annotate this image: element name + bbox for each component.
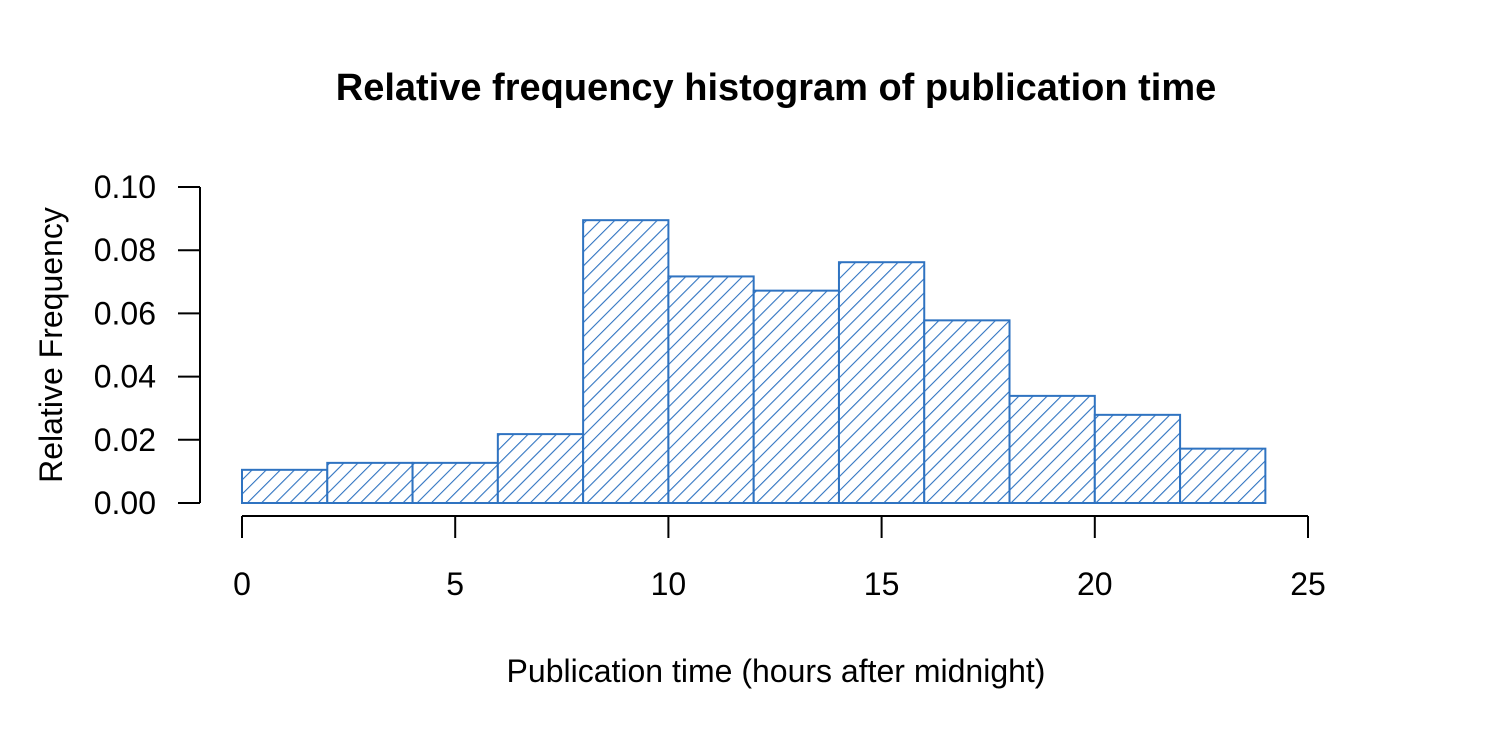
x-tick-label: 20 (1077, 566, 1113, 602)
histogram-bar (1179, 447, 1267, 505)
histogram-bar (837, 261, 926, 505)
x-axis-label: Publication time (hours after midnight) (507, 653, 1046, 689)
y-tick-label: 0.02 (94, 422, 156, 458)
x-axis: 0 5 10 15 20 25 (233, 515, 1326, 602)
x-tick-label: 25 (1290, 566, 1326, 602)
histogram-bar (411, 461, 499, 505)
histogram-bar (326, 461, 414, 505)
y-tick-label: 0.04 (94, 359, 156, 395)
histogram-bar (241, 468, 329, 505)
histogram-bar (582, 219, 670, 504)
x-tick-label: 0 (233, 566, 251, 602)
y-tick-label: 0.08 (94, 232, 156, 268)
y-tick-label: 0.00 (94, 485, 156, 521)
chart-title: Relative frequency histogram of publicat… (336, 67, 1217, 109)
y-axis-label: Relative Frequency (33, 207, 69, 483)
bars-layer (241, 219, 1267, 505)
histogram-bar (496, 433, 585, 504)
x-tick-label: 5 (446, 566, 464, 602)
histogram-bar (1008, 394, 1096, 505)
y-tick-label: 0.06 (94, 295, 156, 331)
histogram-bar (667, 275, 755, 505)
x-tick-label: 10 (651, 566, 687, 602)
y-axis: 0.00 0.02 0.04 0.06 0.08 0.10 (94, 169, 201, 521)
histogram-bar (1093, 413, 1182, 504)
histogram-bar (923, 319, 1011, 504)
x-tick-label: 15 (864, 566, 900, 602)
histogram-bar (752, 289, 840, 505)
y-tick-label: 0.10 (94, 169, 156, 205)
